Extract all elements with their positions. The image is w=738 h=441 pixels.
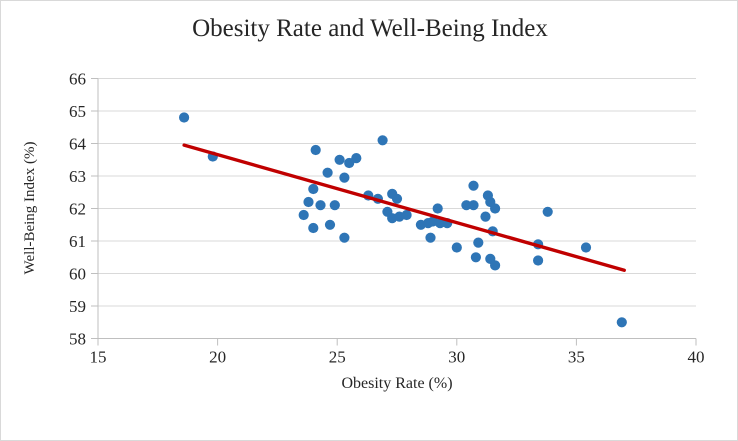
data-point <box>468 180 479 191</box>
chart-title: Obesity Rate and Well-Being Index <box>192 15 548 42</box>
y-tick-label: 60 <box>69 265 86 284</box>
data-point <box>616 317 627 328</box>
data-point <box>580 242 592 253</box>
x-tick-label: 30 <box>448 348 465 367</box>
x-axis-title: Obesity Rate (%) <box>341 375 453 392</box>
y-tick-label: 65 <box>69 102 86 121</box>
data-point <box>303 196 314 208</box>
y-tick-label: 63 <box>69 167 86 186</box>
y-tick-label: 59 <box>69 297 86 316</box>
data-point <box>401 209 412 221</box>
data-point <box>461 200 472 211</box>
data-point <box>310 144 321 156</box>
data-point <box>435 218 446 229</box>
data-point <box>490 203 501 214</box>
data-point <box>351 153 362 164</box>
data-point <box>339 232 350 243</box>
x-tick-label: 15 <box>90 348 107 367</box>
data-point <box>425 232 436 243</box>
data-point <box>179 112 190 123</box>
x-tick-label: 25 <box>329 348 346 367</box>
data-point <box>339 172 350 183</box>
y-tick-label: 61 <box>69 232 86 251</box>
x-tick-label: 20 <box>209 348 226 367</box>
data-point <box>308 183 319 195</box>
x-tick-label: 35 <box>568 348 585 367</box>
data-point <box>308 222 319 234</box>
data-point <box>391 193 403 204</box>
data-point <box>542 206 553 217</box>
data-point <box>322 167 333 178</box>
trend-line <box>182 143 626 272</box>
y-tick-label: 58 <box>69 330 86 349</box>
data-point <box>377 135 388 146</box>
data-point <box>470 252 481 263</box>
x-tick-label: 40 <box>688 348 705 367</box>
data-point <box>468 200 479 211</box>
data-point <box>344 157 355 169</box>
data-point <box>473 237 484 248</box>
data-point <box>298 209 309 221</box>
data-point <box>533 255 544 266</box>
y-tick-label: 66 <box>69 70 86 89</box>
data-point <box>480 211 491 222</box>
data-point <box>490 260 501 271</box>
y-tick-label: 64 <box>69 135 87 154</box>
data-point <box>334 154 345 165</box>
data-point <box>315 200 326 211</box>
data-point <box>324 219 336 230</box>
data-point <box>432 203 443 214</box>
data-point <box>451 242 462 253</box>
y-tick-label: 62 <box>69 200 86 219</box>
data-point <box>329 200 340 211</box>
